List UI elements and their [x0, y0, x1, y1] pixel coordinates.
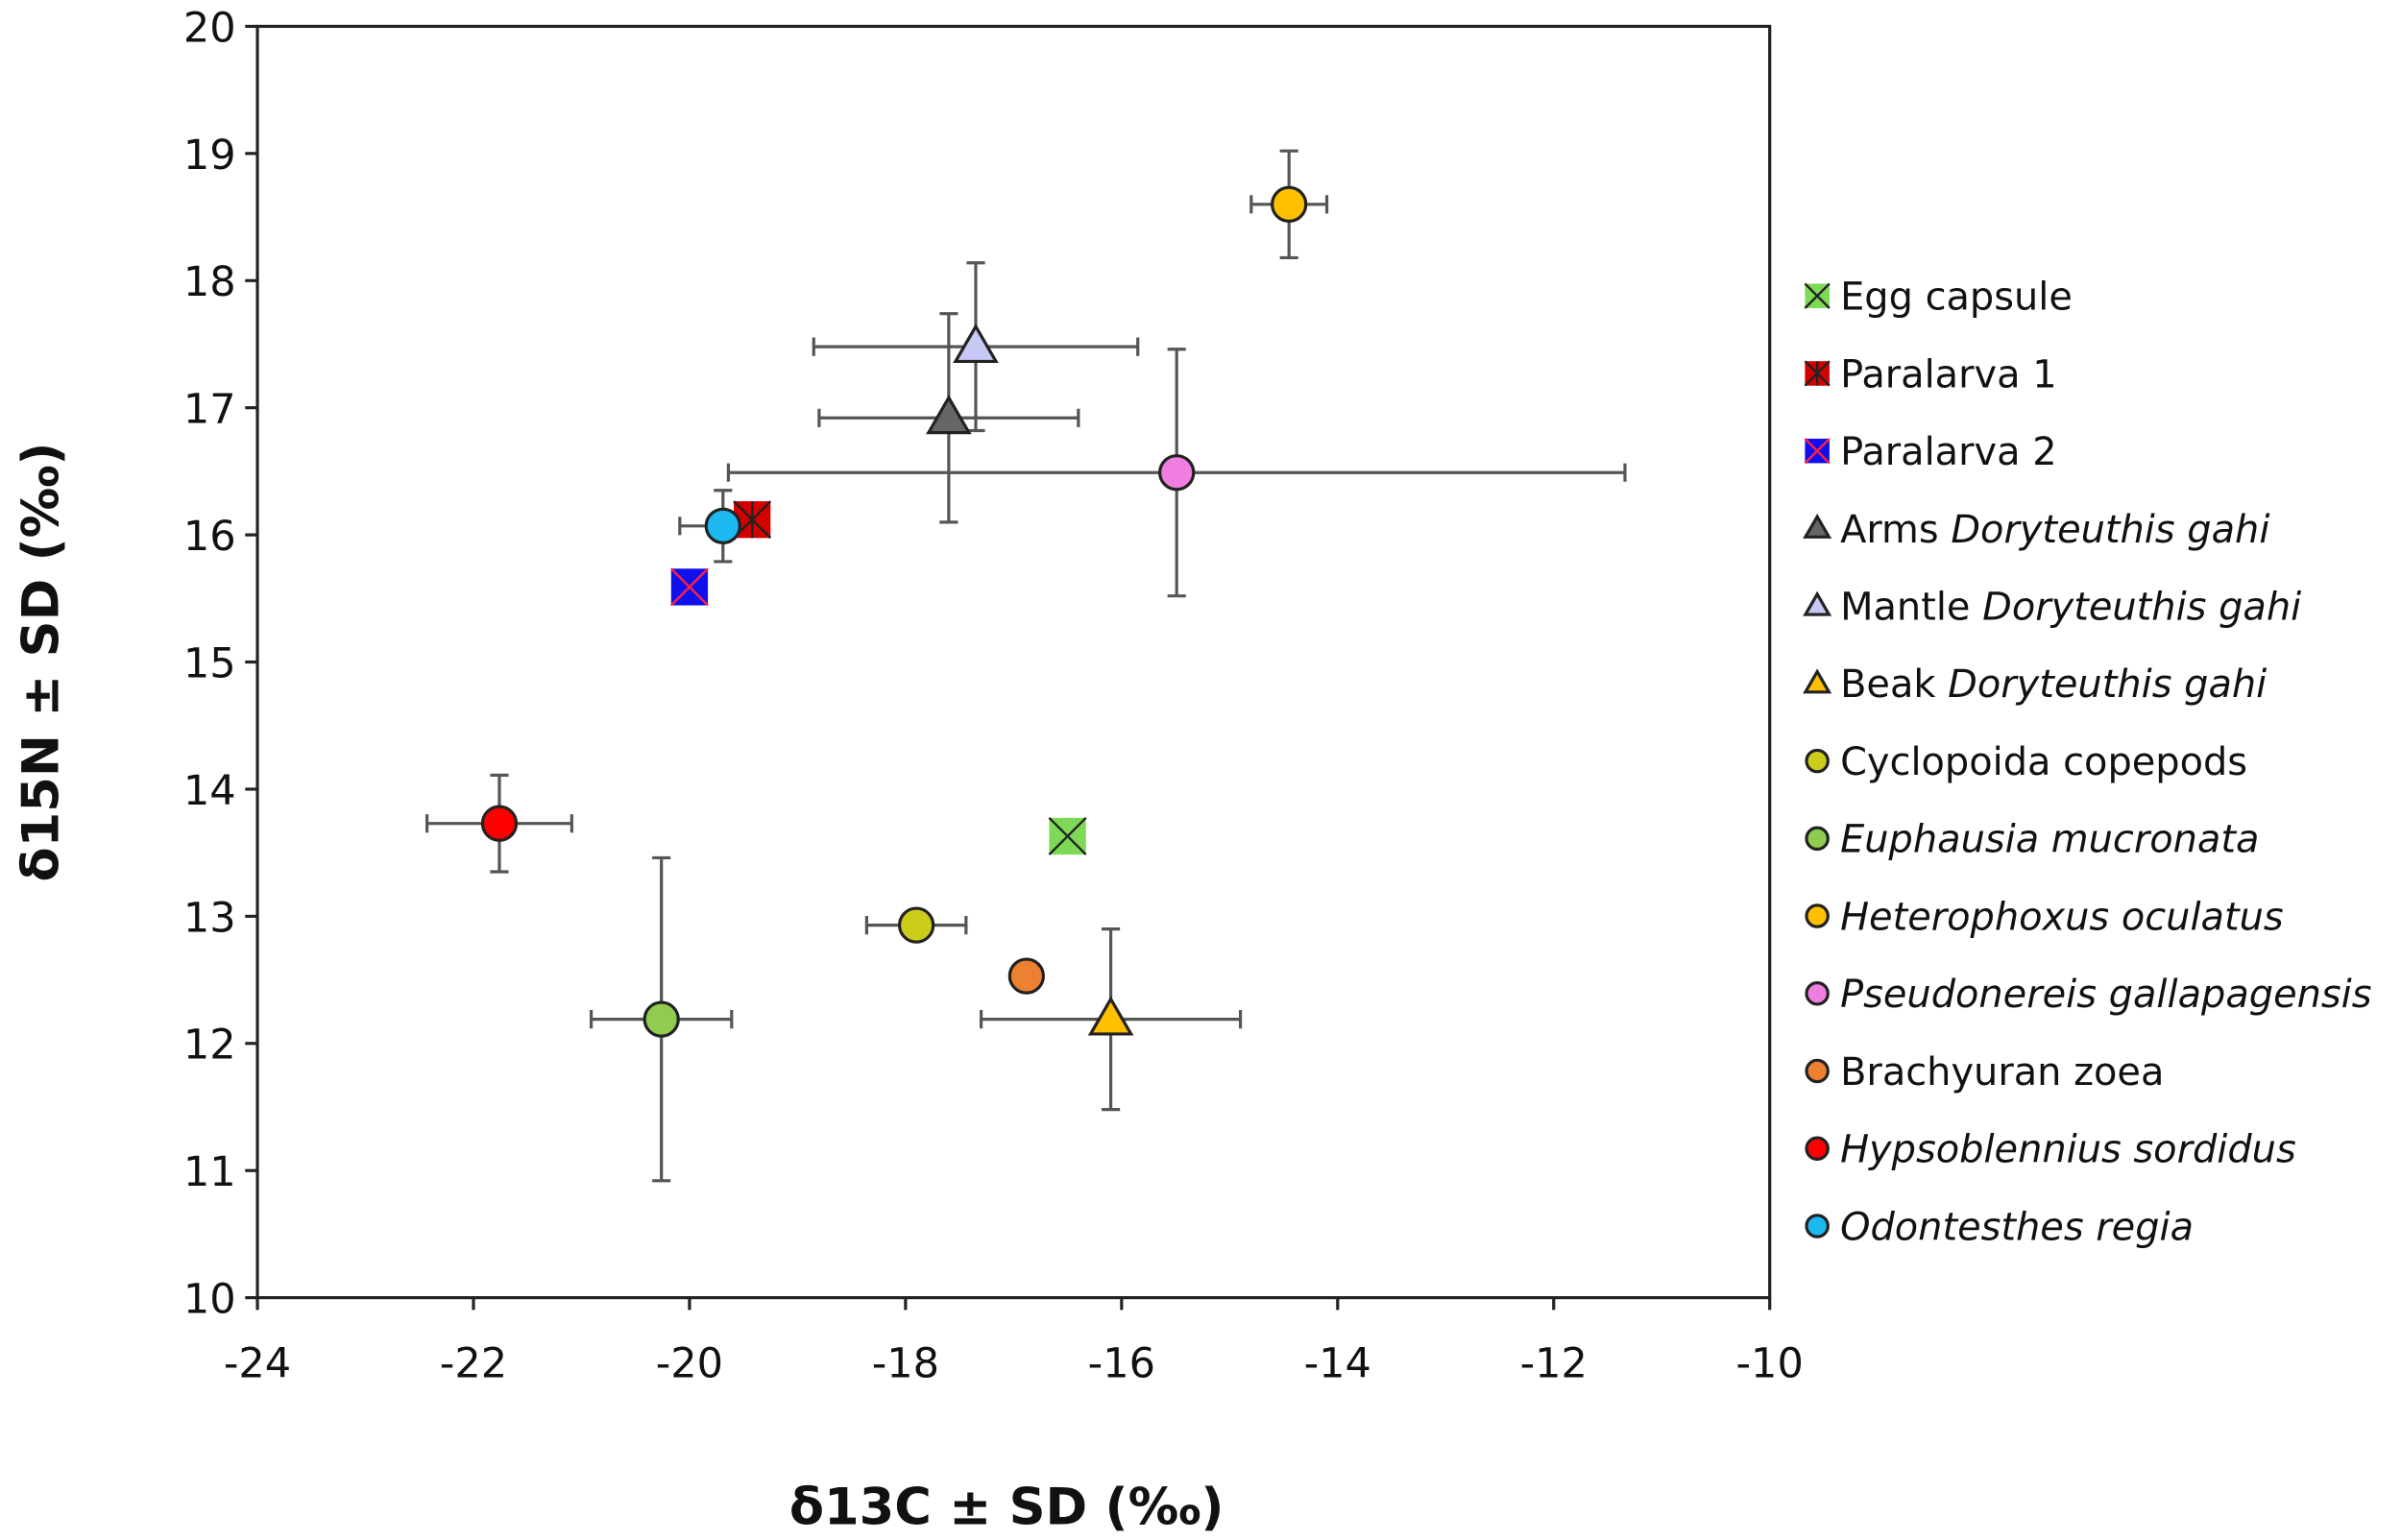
- legend-label: Hypsoblennius sordidus: [1840, 1128, 2296, 1172]
- marker-circle: [704, 507, 741, 544]
- x-tick-label: -24: [224, 1340, 291, 1388]
- legend-marker: [1805, 748, 1830, 774]
- data-point: [704, 507, 741, 544]
- y-tick-label: 16: [183, 513, 236, 561]
- legend-marker: [1805, 1058, 1830, 1084]
- marker-cross: [1804, 438, 1831, 465]
- x-tick-label: -18: [872, 1340, 939, 1388]
- y-tick-label: 14: [183, 767, 236, 815]
- legend-marker: [1805, 1214, 1830, 1239]
- marker-circle: [1805, 1136, 1830, 1161]
- legend-marker: [1804, 438, 1831, 465]
- marker-triangle: [953, 323, 999, 364]
- legend-marker: [1805, 1136, 1830, 1161]
- legend-label: Beak Doryteuthis gahi: [1840, 662, 2267, 707]
- legend-label: Arms Doryteuthis gahi: [1840, 508, 2269, 552]
- legend-marker: [1804, 360, 1831, 387]
- data-point: [1007, 957, 1046, 995]
- marker-cross: [1048, 816, 1087, 855]
- legend-label: Pseudonereis gallapagensis: [1840, 973, 2371, 1017]
- marker-triangle: [1803, 668, 1832, 694]
- legend-label: Brachyuran zoea: [1840, 1050, 2164, 1095]
- y-tick-label: 19: [183, 132, 236, 180]
- marker-triangle: [1803, 590, 1832, 616]
- x-tick-label: -20: [656, 1340, 723, 1388]
- x-tick-label: -12: [1520, 1340, 1588, 1388]
- y-tick-label: 13: [183, 894, 236, 942]
- legend-marker: [1803, 513, 1832, 539]
- marker-circle: [1805, 748, 1830, 774]
- x-tick-label: -16: [1088, 1340, 1155, 1388]
- marker-circle: [643, 1000, 680, 1038]
- data-point: [669, 567, 709, 607]
- data-point: [1048, 816, 1087, 855]
- marker-triangle: [1803, 513, 1832, 539]
- x-tick-label: -14: [1304, 1340, 1371, 1388]
- y-tick-label: 12: [183, 1022, 236, 1070]
- legend: Egg capsule Paralarva 1 Paralarva 2 Arms Do…: [1803, 276, 2372, 1249]
- data-point: [643, 1000, 680, 1038]
- x-axis-label: δ13C ± SD (‰): [789, 1479, 1225, 1537]
- legend-marker: [1805, 903, 1830, 928]
- legend-label: Odontesthes regia: [1840, 1205, 2194, 1249]
- marker-circle: [1271, 185, 1308, 223]
- legend-marker: [1805, 826, 1830, 852]
- marker-triangle: [926, 395, 972, 435]
- data-point: [926, 395, 972, 435]
- data-point: [1087, 996, 1134, 1036]
- legend-label: Euphausia mucronata: [1840, 818, 2259, 862]
- marker-triangle: [1087, 996, 1134, 1036]
- legend-marker: [1805, 981, 1830, 1006]
- marker-cross: [1804, 282, 1831, 309]
- data-point: [1271, 185, 1308, 223]
- legend-marker: [1803, 668, 1832, 694]
- plot-area: [255, 24, 1772, 1300]
- y-tick-label: 15: [183, 639, 236, 687]
- y-tick-label: 10: [183, 1276, 236, 1324]
- legend-label: Paralarva 1: [1840, 352, 2057, 397]
- legend-marker: [1804, 282, 1831, 309]
- marker-circle: [1805, 1058, 1830, 1084]
- x-tick-label: -22: [440, 1340, 507, 1388]
- marker-circle: [1805, 826, 1830, 852]
- legend-label: Egg capsule: [1840, 276, 2073, 320]
- marker-circle: [897, 906, 935, 944]
- data-point: [1158, 454, 1196, 492]
- x-tick-label: -10: [1736, 1340, 1804, 1388]
- marker-cross: [669, 567, 709, 607]
- legend-label: Mantle Doryteuthis gahi: [1840, 585, 2301, 629]
- marker-circle: [1805, 981, 1830, 1006]
- data-point: [480, 805, 519, 842]
- y-axis-label: δ15N ± SD (‰): [12, 443, 71, 882]
- y-tick-label: 17: [183, 386, 236, 434]
- y-tick-label: 18: [183, 258, 236, 306]
- legend-label: Cyclopoida copepods: [1840, 740, 2247, 784]
- data-point: [897, 906, 935, 944]
- marker-circle: [1007, 957, 1046, 995]
- marker-circle: [1158, 454, 1196, 492]
- marker-circle: [1805, 903, 1830, 928]
- y-tick-label: 20: [183, 4, 236, 52]
- marker-circle: [480, 805, 519, 842]
- data-point: [953, 323, 999, 364]
- marker-circle: [1805, 1214, 1830, 1239]
- legend-label: Heterophoxus oculatus: [1840, 895, 2284, 939]
- legend-label: Paralarva 2: [1840, 430, 2057, 474]
- legend-marker: [1803, 590, 1832, 616]
- y-tick-label: 11: [183, 1148, 236, 1196]
